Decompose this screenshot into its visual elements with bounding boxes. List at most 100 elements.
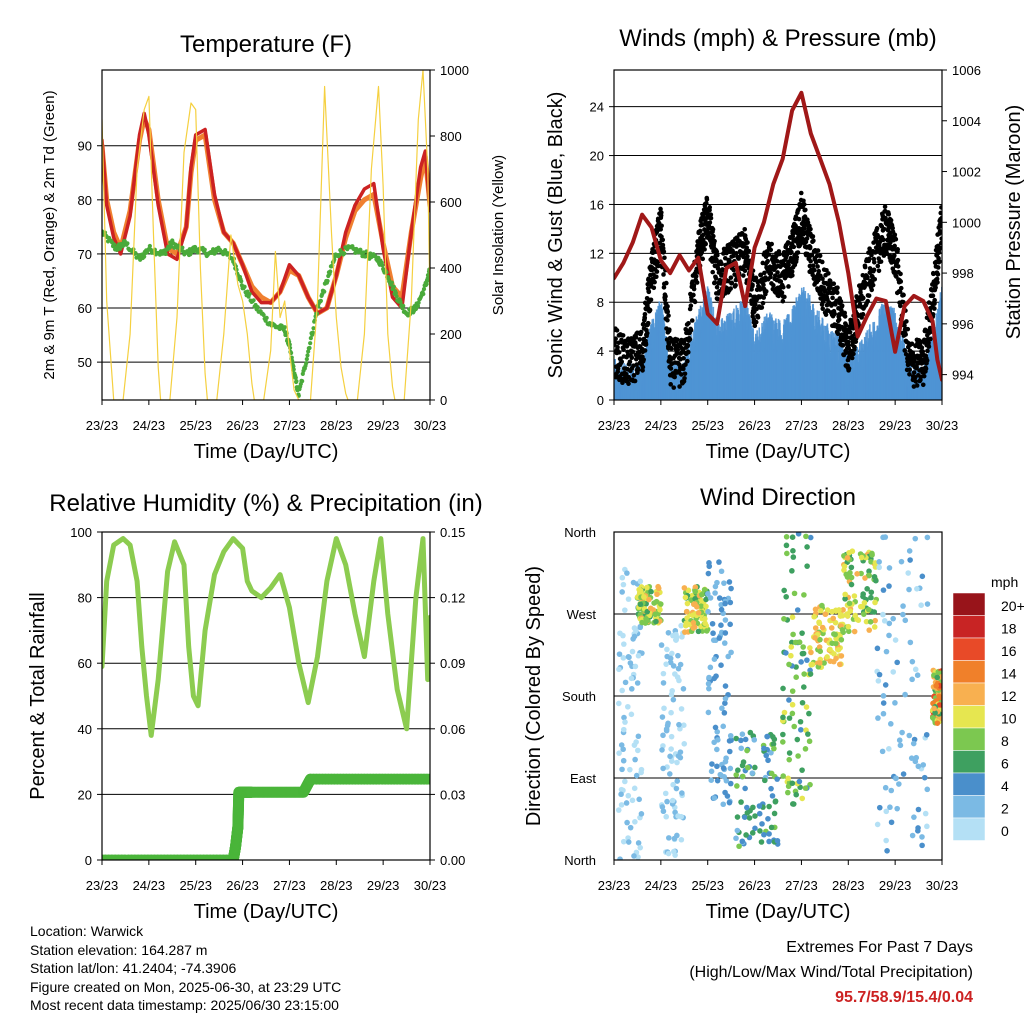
temperature-y2tick-label: 1000 bbox=[440, 63, 469, 78]
gust-point bbox=[835, 331, 841, 337]
gust-point bbox=[616, 349, 622, 355]
gust-point bbox=[615, 366, 621, 371]
direction-point bbox=[644, 584, 650, 591]
direction-point bbox=[654, 591, 660, 598]
humidity-xtick-label: 29/23 bbox=[367, 878, 400, 893]
gust-point bbox=[614, 374, 619, 380]
direction-point bbox=[621, 641, 627, 647]
direction-point bbox=[746, 815, 753, 821]
direction-point bbox=[667, 655, 674, 662]
direction-point bbox=[637, 578, 644, 585]
direction-point bbox=[699, 591, 705, 598]
humidity-xtick-label: 30/23 bbox=[414, 878, 447, 893]
humidity-xtick-label: 28/23 bbox=[320, 878, 353, 893]
direction-point bbox=[724, 793, 731, 799]
gust-point bbox=[807, 244, 813, 250]
direction-point bbox=[623, 800, 630, 806]
gust-point bbox=[791, 244, 797, 250]
gust-point bbox=[620, 333, 626, 338]
gust-point bbox=[904, 319, 909, 324]
direction-point bbox=[789, 534, 796, 540]
direction-point bbox=[789, 639, 795, 646]
gust-point bbox=[926, 344, 932, 349]
dewpoint-point bbox=[415, 303, 421, 309]
direction-point bbox=[722, 700, 728, 706]
dewpoint-point bbox=[147, 243, 152, 249]
direction-point bbox=[653, 598, 660, 605]
direction-point bbox=[627, 766, 633, 773]
dewpoint-point bbox=[306, 349, 311, 354]
gust-point bbox=[736, 256, 741, 261]
gust-point bbox=[895, 247, 901, 252]
direction-point bbox=[799, 767, 805, 773]
direction-point bbox=[674, 778, 681, 784]
gust-point bbox=[710, 227, 716, 232]
direction-point bbox=[793, 674, 799, 681]
humidity-y2tick-label: 0.00 bbox=[440, 853, 465, 868]
direction-point bbox=[726, 748, 733, 755]
gust-point bbox=[677, 384, 682, 389]
gust-point bbox=[790, 273, 795, 278]
direction-point bbox=[617, 856, 623, 860]
dewpoint-point bbox=[307, 345, 312, 351]
temperature-frame bbox=[101, 69, 431, 401]
gust-point bbox=[846, 339, 851, 345]
gust-point bbox=[895, 264, 901, 269]
direction-point bbox=[749, 830, 756, 836]
direction-point bbox=[761, 745, 767, 752]
gust-point bbox=[810, 272, 815, 278]
gust-point bbox=[633, 342, 638, 347]
humidity-frame bbox=[101, 531, 431, 861]
humidity-xtick-label: 26/23 bbox=[226, 878, 259, 893]
gust-point bbox=[687, 337, 693, 342]
winds-xtick-label: 28/23 bbox=[832, 418, 865, 433]
gust-point bbox=[741, 273, 746, 278]
direction-point bbox=[762, 777, 768, 784]
gust-point bbox=[933, 285, 938, 290]
direction-point bbox=[618, 802, 625, 808]
gust-point bbox=[637, 337, 643, 342]
direction-point bbox=[728, 585, 734, 592]
direction-point bbox=[768, 749, 774, 756]
winds-xtick-label: 29/23 bbox=[879, 418, 912, 433]
direction-point bbox=[705, 570, 712, 577]
gust-point bbox=[895, 257, 901, 263]
dewpoint-point bbox=[389, 280, 394, 285]
winds-xtick-label: 25/23 bbox=[691, 418, 724, 433]
gust-point bbox=[746, 248, 752, 254]
gust-point bbox=[678, 372, 684, 377]
direction-point bbox=[714, 746, 720, 753]
gust-point bbox=[638, 329, 644, 335]
direction-point bbox=[744, 810, 751, 816]
gust-point bbox=[761, 282, 766, 288]
temperature-y2tick-label: 0 bbox=[440, 393, 447, 408]
gust-point bbox=[758, 272, 764, 278]
temperature-xtick-label: 29/23 bbox=[367, 418, 400, 433]
gust-point bbox=[671, 385, 677, 390]
direction-point bbox=[632, 819, 638, 825]
gust-point bbox=[932, 297, 937, 303]
direction-point bbox=[659, 714, 666, 720]
gust-point bbox=[654, 274, 659, 280]
direction-point bbox=[788, 652, 794, 659]
dewpoint-point bbox=[398, 299, 403, 305]
direction-point bbox=[684, 600, 691, 607]
winds-ytick-label: 20 bbox=[590, 149, 604, 164]
direction-ytick-label: East bbox=[570, 771, 596, 786]
direction-point bbox=[660, 680, 667, 686]
gust-point bbox=[755, 315, 761, 320]
gust-point bbox=[786, 284, 791, 289]
direction-point bbox=[721, 580, 727, 586]
gust-point bbox=[688, 327, 694, 333]
direction-point bbox=[757, 828, 763, 834]
winds-y2tick-label: 996 bbox=[952, 317, 974, 332]
gust-point bbox=[898, 285, 904, 291]
direction-point bbox=[738, 799, 744, 805]
direction-point bbox=[812, 625, 819, 631]
temperature-y2tick-label: 800 bbox=[440, 129, 462, 144]
direction-point bbox=[647, 605, 654, 612]
dewpoint-point bbox=[308, 341, 313, 346]
gust-point bbox=[715, 296, 721, 302]
direction-ytick-label: South bbox=[562, 689, 596, 704]
